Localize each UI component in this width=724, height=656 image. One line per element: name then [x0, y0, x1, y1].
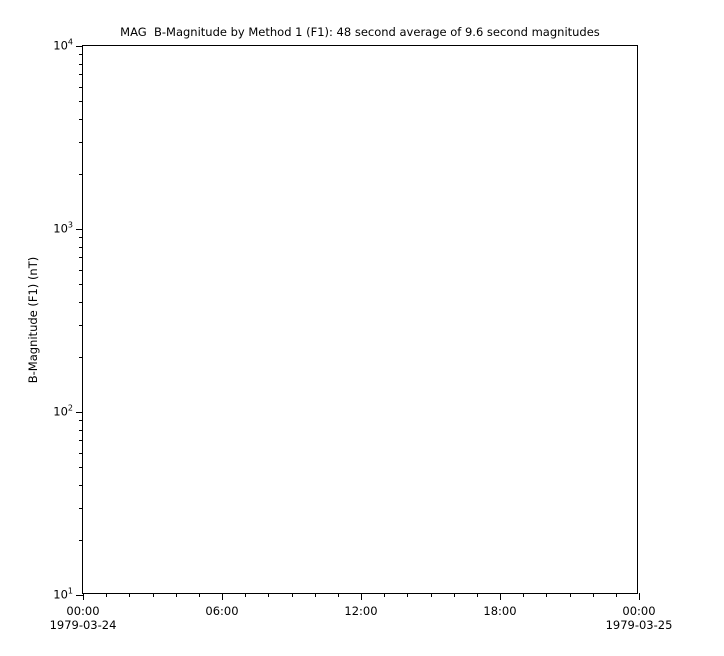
- y-axis-minor-tick: [79, 356, 83, 358]
- axes-frame: 104 103 102 101 00:00 1979-03-24 06:00 12:00 18:…: [50, 38, 673, 632]
- y-axis-minor-tick: [79, 467, 83, 469]
- y-axis-minor-tick: [79, 484, 83, 486]
- y-axis-minor-tick: [79, 301, 83, 303]
- y-axis-minor-tick: [79, 141, 83, 143]
- y-axis-minor-tick: [79, 54, 83, 56]
- x-axis-major-tick: [222, 593, 224, 600]
- x-axis-minor-tick: [268, 593, 270, 597]
- x-axis-major-tick: [639, 593, 641, 600]
- x-axis-minor-tick: [152, 593, 154, 597]
- x-axis-tick-time: 18:00: [483, 604, 517, 618]
- y-axis-tick-label: 101: [53, 586, 73, 602]
- y-axis-label: B-Magnitude (F1) (nT): [25, 45, 41, 594]
- x-axis-tick-time: 00:00: [622, 604, 656, 618]
- y-axis-major-tick: [76, 412, 83, 414]
- y-axis-tick-label: 103: [53, 220, 73, 236]
- x-axis-tick-label: 00:00 1979-03-24: [50, 604, 117, 632]
- y-axis-minor-tick: [79, 63, 83, 65]
- y-axis-minor-tick: [79, 429, 83, 431]
- y-axis-minor-tick: [79, 420, 83, 422]
- y-axis-minor-tick: [79, 101, 83, 103]
- x-axis-major-tick: [361, 593, 363, 600]
- x-axis-minor-tick: [592, 593, 594, 597]
- y-axis-minor-tick: [79, 74, 83, 76]
- x-axis-minor-tick: [453, 593, 455, 597]
- x-axis-tick-time: 00:00: [66, 604, 100, 618]
- page-title: MAG B-Magnitude by Method 1 (F1): 48 sec…: [120, 25, 600, 39]
- x-axis-minor-tick: [245, 593, 247, 597]
- x-axis-tick-label: 00:00 1979-03-25: [606, 604, 673, 632]
- x-axis-minor-tick: [291, 593, 293, 597]
- x-axis-tick-date: 1979-03-24: [49, 618, 117, 632]
- x-axis-minor-tick: [476, 593, 478, 597]
- x-axis-minor-tick: [198, 593, 200, 597]
- x-axis-minor-tick: [129, 593, 131, 597]
- x-axis-minor-tick: [569, 593, 571, 597]
- x-axis-minor-tick: [615, 593, 617, 597]
- y-axis-major-tick: [76, 229, 83, 231]
- x-axis-tick-label: 06:00: [205, 604, 238, 618]
- y-axis-minor-tick: [79, 324, 83, 326]
- y-axis-minor-tick: [79, 269, 83, 271]
- y-axis-minor-tick: [79, 237, 83, 239]
- y-axis-tick-label: 102: [53, 403, 73, 419]
- x-axis-tick-label: 12:00: [344, 604, 377, 618]
- y-axis-label-text: B-Magnitude (F1) (nT): [26, 256, 40, 383]
- x-axis-minor-tick: [546, 593, 548, 597]
- y-axis-tick-label: 104: [53, 37, 73, 53]
- plot-area: [83, 46, 637, 593]
- x-axis-minor-tick: [407, 593, 409, 597]
- y-axis-minor-tick: [79, 118, 83, 120]
- y-axis-major-tick: [76, 46, 83, 48]
- x-axis-tick-time: 12:00: [344, 604, 378, 618]
- x-axis-tick-label: 18:00: [483, 604, 516, 618]
- y-axis-minor-tick: [79, 257, 83, 259]
- x-axis-minor-tick: [523, 593, 525, 597]
- x-axis-tick-date: 1979-03-25: [605, 618, 673, 632]
- y-axis-minor-tick: [79, 86, 83, 88]
- y-axis-minor-tick: [79, 173, 83, 175]
- x-axis-minor-tick: [106, 593, 108, 597]
- x-axis-major-tick: [500, 593, 502, 600]
- x-axis-minor-tick: [314, 593, 316, 597]
- y-axis-minor-tick: [79, 539, 83, 541]
- x-axis-major-tick: [83, 593, 85, 600]
- x-axis-tick-time: 06:00: [205, 604, 239, 618]
- x-axis-minor-tick: [337, 593, 339, 597]
- x-axis-minor-tick: [384, 593, 386, 597]
- x-axis-minor-tick: [430, 593, 432, 597]
- x-axis-minor-tick: [175, 593, 177, 597]
- y-axis-minor-tick: [79, 452, 83, 454]
- y-axis-minor-tick: [79, 284, 83, 286]
- y-axis-minor-tick: [79, 440, 83, 442]
- y-axis-major-tick: [76, 595, 83, 597]
- y-axis-minor-tick: [79, 507, 83, 509]
- y-axis-minor-tick: [79, 246, 83, 248]
